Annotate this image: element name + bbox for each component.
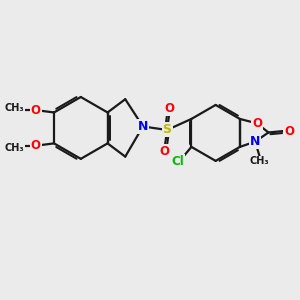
Text: O: O: [284, 124, 294, 137]
Text: O: O: [164, 102, 174, 115]
Text: O: O: [31, 103, 41, 117]
Text: O: O: [160, 145, 170, 158]
Text: O: O: [31, 139, 41, 152]
Text: N: N: [250, 135, 260, 148]
Text: S: S: [163, 124, 172, 136]
Text: CH₃: CH₃: [5, 103, 24, 113]
Text: CH₃: CH₃: [5, 143, 24, 153]
Text: O: O: [252, 117, 262, 130]
Text: CH₃: CH₃: [250, 156, 269, 166]
Text: N: N: [138, 120, 148, 133]
Text: Cl: Cl: [171, 155, 184, 168]
